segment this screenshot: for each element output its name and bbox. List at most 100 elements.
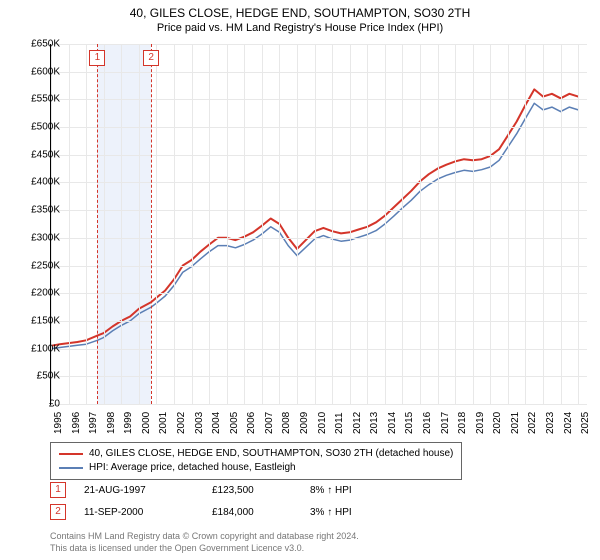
x-tick-label: 2022: [527, 412, 538, 434]
legend-swatch: [59, 467, 83, 469]
legend-label: HPI: Average price, detached house, East…: [89, 461, 296, 475]
sales-table: 1 21-AUG-1997 £123,500 8% ↑ HPI 2 11-SEP-2000…: [50, 482, 352, 526]
x-tick-label: 2002: [176, 412, 187, 434]
gridline-v: [525, 44, 526, 404]
gridline-v: [315, 44, 316, 404]
x-tick-label: 2004: [211, 412, 222, 434]
y-tick-label: £400K: [14, 177, 60, 188]
x-tick-label: 2003: [194, 412, 205, 434]
sale-date: 11-SEP-2000: [84, 507, 194, 518]
gridline-v: [121, 44, 122, 404]
y-tick-label: £550K: [14, 94, 60, 105]
y-tick-label: £100K: [14, 343, 60, 354]
footer-attribution: Contains HM Land Registry data © Crown c…: [50, 530, 359, 554]
y-tick-label: £0: [14, 399, 60, 410]
x-tick-label: 2015: [404, 412, 415, 434]
y-tick-label: £50K: [14, 371, 60, 382]
gridline-h: [51, 127, 587, 128]
x-tick-label: 2021: [510, 412, 521, 434]
gridline-v: [367, 44, 368, 404]
y-tick-label: £200K: [14, 288, 60, 299]
y-tick-label: £600K: [14, 66, 60, 77]
gridline-v: [139, 44, 140, 404]
gridline-v: [438, 44, 439, 404]
gridline-v: [332, 44, 333, 404]
gridline-v: [508, 44, 509, 404]
x-tick-label: 2007: [264, 412, 275, 434]
sale-row: 211-SEP-2000£184,0003% ↑ HPI: [50, 504, 352, 520]
x-tick-label: 2013: [369, 412, 380, 434]
x-tick-label: 2020: [492, 412, 503, 434]
chart-container: 40, GILES CLOSE, HEDGE END, SOUTHAMPTON,…: [0, 0, 600, 560]
sale-marker: 1: [50, 482, 66, 498]
x-tick-label: 1998: [106, 412, 117, 434]
gridline-v: [244, 44, 245, 404]
x-tick-label: 1997: [88, 412, 99, 434]
gridline-v: [490, 44, 491, 404]
x-tick-label: 1995: [53, 412, 64, 434]
gridline-v: [209, 44, 210, 404]
gridline-v: [420, 44, 421, 404]
gridline-v: [297, 44, 298, 404]
gridline-v: [104, 44, 105, 404]
gridline-v: [69, 44, 70, 404]
gridline-h: [51, 404, 587, 405]
chart-plot-area: 12: [50, 44, 587, 405]
x-tick-label: 2017: [440, 412, 451, 434]
gridline-h: [51, 182, 587, 183]
sale-date: 21-AUG-1997: [84, 485, 194, 496]
x-tick-label: 2008: [281, 412, 292, 434]
sale-row: 1 21-AUG-1997 £123,500 8% ↑ HPI: [50, 482, 352, 498]
gridline-h: [51, 72, 587, 73]
gridline-v: [473, 44, 474, 404]
x-tick-label: 2019: [475, 412, 486, 434]
gridline-v: [561, 44, 562, 404]
chart-title: 40, GILES CLOSE, HEDGE END, SOUTHAMPTON,…: [0, 6, 600, 20]
legend: 40, GILES CLOSE, HEDGE END, SOUTHAMPTON,…: [50, 442, 462, 480]
x-tick-label: 2005: [229, 412, 240, 434]
x-tick-label: 2000: [141, 412, 152, 434]
footer-line-2: This data is licensed under the Open Gov…: [50, 542, 359, 554]
gridline-h: [51, 44, 587, 45]
sale-price: £123,500: [212, 485, 292, 496]
gridline-h: [51, 293, 587, 294]
y-tick-label: £300K: [14, 232, 60, 243]
sale-marker: 2: [50, 504, 66, 520]
gridline-h: [51, 376, 587, 377]
gridline-v: [192, 44, 193, 404]
x-tick-label: 2016: [422, 412, 433, 434]
gridline-h: [51, 155, 587, 156]
gridline-h: [51, 321, 587, 322]
legend-item: HPI: Average price, detached house, East…: [59, 461, 453, 475]
gridline-v: [543, 44, 544, 404]
y-tick-label: £650K: [14, 39, 60, 50]
x-tick-label: 2018: [457, 412, 468, 434]
gridline-v: [262, 44, 263, 404]
legend-item: 40, GILES CLOSE, HEDGE END, SOUTHAMPTON,…: [59, 447, 453, 461]
gridline-h: [51, 266, 587, 267]
y-tick-label: £500K: [14, 122, 60, 133]
gridline-v: [156, 44, 157, 404]
x-tick-label: 2009: [299, 412, 310, 434]
gridline-v: [350, 44, 351, 404]
gridline-v: [86, 44, 87, 404]
gridline-v: [174, 44, 175, 404]
sale-delta: 8% ↑ HPI: [310, 485, 352, 496]
x-tick-label: 2014: [387, 412, 398, 434]
gridline-v: [402, 44, 403, 404]
gridline-v: [455, 44, 456, 404]
x-tick-label: 1996: [71, 412, 82, 434]
x-tick-label: 2012: [352, 412, 363, 434]
line-series-svg: [51, 44, 587, 404]
gridline-v: [227, 44, 228, 404]
gridline-v: [279, 44, 280, 404]
gridline-h: [51, 349, 587, 350]
gridline-h: [51, 210, 587, 211]
gridline-h: [51, 99, 587, 100]
x-tick-label: 2025: [580, 412, 591, 434]
sale-vline: [151, 44, 152, 404]
gridline-v: [385, 44, 386, 404]
legend-swatch: [59, 453, 83, 455]
sale-vline: [97, 44, 98, 404]
sale-price: £184,000: [212, 507, 292, 518]
